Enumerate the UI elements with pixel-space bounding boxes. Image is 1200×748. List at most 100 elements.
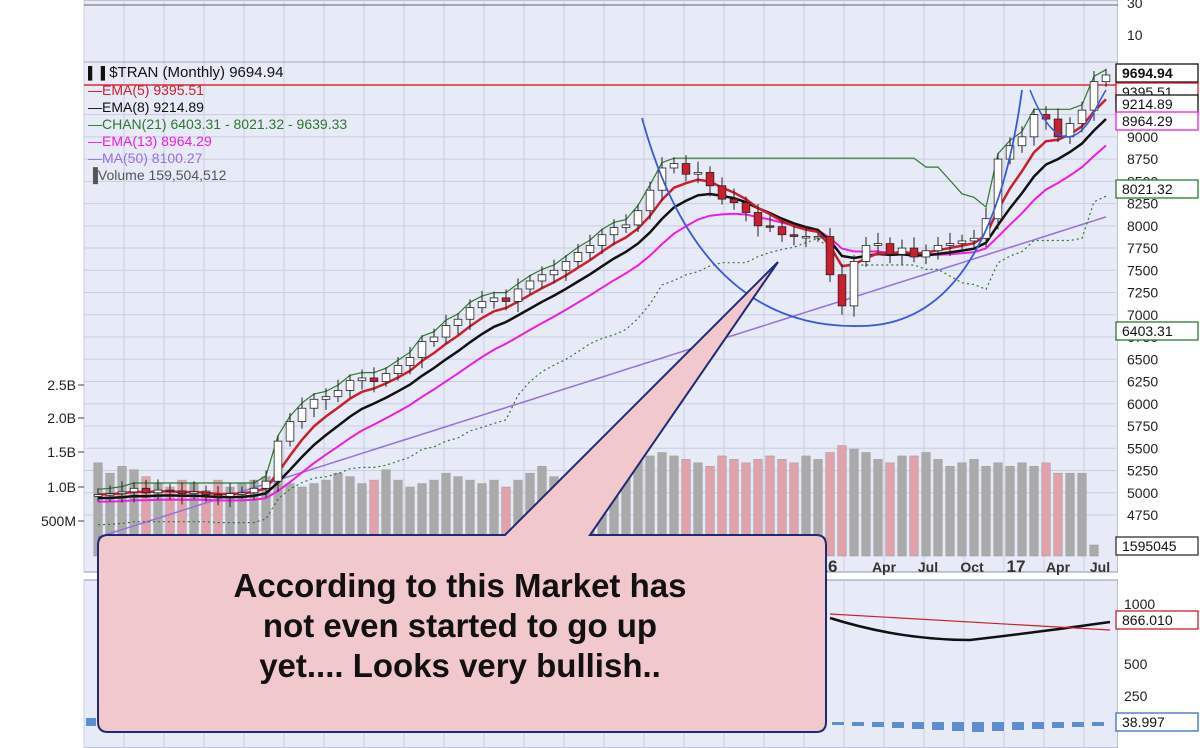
candle-body bbox=[93, 494, 103, 497]
histogram-bar bbox=[892, 722, 904, 728]
price-tick-label: 6500 bbox=[1127, 351, 1158, 367]
candle-body bbox=[201, 491, 211, 495]
candle-body bbox=[237, 492, 247, 495]
candle-body bbox=[189, 491, 199, 495]
candle-body bbox=[813, 236, 823, 239]
price-flag-box bbox=[1115, 536, 1199, 556]
candle-body bbox=[837, 274, 847, 307]
histogram-bar bbox=[952, 722, 964, 731]
price-flag-box bbox=[1115, 610, 1199, 630]
legend-volume: ▐Volume 159,504,512 bbox=[88, 167, 347, 184]
price-tick-label: 6250 bbox=[1127, 374, 1158, 390]
volume-tick-label: 1.0B bbox=[47, 479, 76, 495]
candle-body bbox=[777, 226, 787, 236]
price-tick-label: 5250 bbox=[1127, 463, 1158, 479]
histogram-bar bbox=[1052, 722, 1064, 728]
volume-tick-label: 2.0B bbox=[47, 410, 76, 426]
price-flag-box bbox=[1115, 63, 1199, 83]
legend-swatch: — bbox=[88, 82, 102, 98]
volume-bar bbox=[1089, 544, 1099, 557]
volume-bar bbox=[933, 459, 943, 557]
candle-body bbox=[693, 172, 703, 175]
price-flag-label: 8964.29 bbox=[1122, 113, 1173, 129]
volume-bar bbox=[1077, 472, 1087, 557]
legend-ma50: —MA(50) 8100.27 bbox=[88, 150, 347, 167]
price-flag-box bbox=[1115, 321, 1199, 341]
chart-icon: ▌▐ bbox=[88, 66, 106, 80]
volume-bar bbox=[849, 448, 859, 557]
volume-bar bbox=[837, 445, 847, 557]
candle-body bbox=[177, 490, 187, 495]
price-flag-box bbox=[1115, 111, 1199, 131]
volume-bar bbox=[969, 459, 979, 557]
candlesticks bbox=[93, 68, 1111, 507]
candle-body bbox=[369, 377, 379, 382]
price-tick-label: 7000 bbox=[1127, 307, 1158, 323]
candle-body bbox=[129, 487, 139, 493]
callout-text: According to this Market has not even st… bbox=[150, 566, 770, 686]
price-flag-label: 8021.32 bbox=[1122, 181, 1173, 197]
candle-body bbox=[381, 373, 391, 382]
volume-bar bbox=[825, 452, 835, 557]
candle-body bbox=[597, 234, 607, 246]
candle-body bbox=[141, 487, 151, 494]
candle-body bbox=[873, 243, 883, 246]
channel-mid-line bbox=[97, 195, 1107, 526]
volume-bar bbox=[1005, 466, 1015, 557]
candle-body bbox=[321, 396, 331, 400]
volume-bar bbox=[921, 452, 931, 557]
price-tick-label: 30 bbox=[1127, 0, 1143, 11]
candle-body bbox=[609, 227, 619, 236]
candle-body bbox=[621, 224, 631, 228]
candle-body bbox=[333, 390, 343, 398]
time-tick-label: 17 bbox=[1007, 557, 1026, 576]
candle-body bbox=[405, 357, 415, 366]
candle-body bbox=[885, 243, 895, 255]
candle-body bbox=[849, 261, 859, 307]
candle-body bbox=[261, 480, 271, 489]
volume-bar bbox=[945, 466, 955, 557]
candle-body bbox=[465, 307, 475, 320]
price-flag-box bbox=[1115, 179, 1199, 199]
candle-body bbox=[357, 377, 367, 382]
price-tick-label: 4750 bbox=[1127, 507, 1158, 523]
chart-title-text: $TRAN (Monthly) 9694.94 bbox=[109, 64, 284, 81]
volume-tick-label: 500M bbox=[41, 513, 76, 529]
candle-body bbox=[669, 163, 679, 169]
candle-body bbox=[153, 489, 163, 494]
candle-body bbox=[441, 325, 451, 338]
volume-bar bbox=[885, 462, 895, 557]
price-tick-label: 8750 bbox=[1127, 151, 1158, 167]
candle-body bbox=[117, 491, 127, 495]
histogram-bar bbox=[1012, 722, 1024, 730]
volume-bar bbox=[897, 455, 907, 557]
candle-body bbox=[1101, 74, 1111, 83]
volume-axis: 2.5B 2.0B 1.5B 1.0B 500M bbox=[41, 377, 84, 529]
chart-legend: ▌▐ $TRAN (Monthly) 9694.94 —EMA(5) 9395.… bbox=[88, 64, 347, 184]
price-tick-label: 8000 bbox=[1127, 218, 1158, 234]
callout-line: yet.... Looks very bullish.. bbox=[259, 647, 661, 684]
candle-body bbox=[429, 336, 439, 342]
candle-body bbox=[213, 494, 223, 497]
candle-body bbox=[297, 407, 307, 422]
histogram-bar bbox=[832, 722, 844, 725]
time-tick-label: Apr bbox=[1046, 559, 1071, 575]
legend-text: CHAN(21) 6403.31 - 8021.32 - 9639.33 bbox=[102, 116, 348, 132]
histogram-bar bbox=[1092, 722, 1104, 726]
candle-body bbox=[393, 365, 403, 374]
volume-bar bbox=[861, 452, 871, 557]
candle-body bbox=[537, 274, 547, 282]
price-tick-label: 10 bbox=[1127, 27, 1143, 43]
candle-body bbox=[525, 280, 535, 290]
candle-body bbox=[1089, 81, 1099, 111]
candle-body bbox=[861, 244, 871, 262]
time-tick-label: Jul bbox=[918, 559, 938, 575]
candle-body bbox=[825, 236, 835, 276]
time-axis: 16 Apr Jul Oct 17 Apr Jul bbox=[819, 557, 1111, 576]
histogram-bar bbox=[912, 722, 924, 729]
callout-line: According to this Market has bbox=[233, 567, 687, 604]
candle-body bbox=[681, 163, 691, 175]
volume-bars bbox=[93, 445, 1099, 557]
candle-body bbox=[729, 198, 739, 204]
